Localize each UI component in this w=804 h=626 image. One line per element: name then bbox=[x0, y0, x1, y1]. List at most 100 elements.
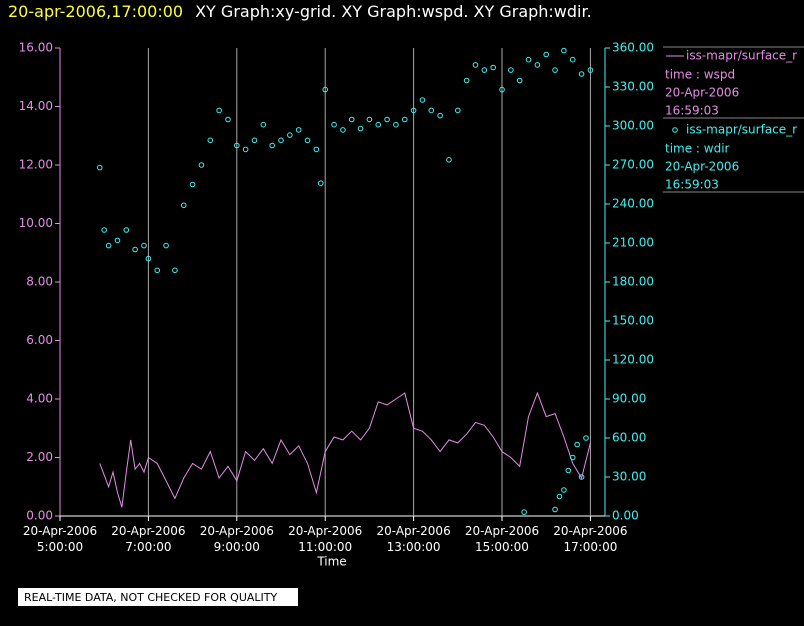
y2-tick-label: 240.00 bbox=[612, 197, 654, 211]
wdir-point bbox=[198, 162, 205, 168]
wdir-point bbox=[348, 116, 355, 123]
wdir-point bbox=[313, 146, 320, 153]
legend-detail: 20-Apr-2006 bbox=[665, 86, 739, 100]
wdir-point bbox=[251, 137, 258, 144]
y2-tick-label: 330.00 bbox=[612, 80, 654, 94]
y-tick-label: 0.00 bbox=[26, 509, 53, 523]
wdir-point bbox=[525, 56, 532, 63]
y-tick-label: 10.00 bbox=[19, 216, 53, 230]
legend-detail: time : wspd bbox=[665, 68, 735, 82]
wdir-point bbox=[437, 112, 443, 119]
x-tick-label-line: 20-Apr-2006 bbox=[465, 524, 539, 538]
x-tick-label: 20-Apr-2006 13:00:00 bbox=[377, 524, 451, 554]
x-tick-label-line: 20-Apr-2006 bbox=[200, 524, 274, 538]
wdir-point bbox=[154, 267, 161, 274]
wdir-point bbox=[123, 227, 130, 233]
wdir-point bbox=[565, 467, 572, 474]
wdir-point bbox=[340, 127, 346, 133]
y2-tick-label: 180.00 bbox=[612, 275, 654, 289]
wdir-point bbox=[490, 64, 496, 71]
y2-tick-label: 90.00 bbox=[612, 392, 646, 406]
y-tick-label: 12.00 bbox=[19, 158, 53, 172]
x-tick-label-line: 20-Apr-2006 bbox=[111, 524, 185, 538]
wdir-point bbox=[172, 267, 178, 274]
wdir-point bbox=[317, 180, 324, 186]
x-tick-label: 20-Apr-2006 11:00:00 bbox=[288, 524, 362, 554]
wspd-line bbox=[99, 391, 591, 508]
wdir-point bbox=[578, 71, 585, 77]
wdir-point bbox=[295, 127, 302, 133]
wdir-point bbox=[260, 121, 267, 128]
x-tick-label: 20-Apr-2006 17:00:00 bbox=[553, 524, 627, 554]
x-tick-label: 20-Apr-2006 5:00:00 bbox=[23, 524, 97, 554]
x-tick-label-line: 11:00:00 bbox=[298, 540, 352, 554]
wdir-point bbox=[534, 62, 541, 68]
wdir-point bbox=[463, 77, 470, 84]
wdir-point bbox=[96, 164, 103, 171]
wdir-point bbox=[207, 137, 214, 144]
y2-tick-label: 30.00 bbox=[612, 470, 646, 484]
wdir-point bbox=[132, 246, 138, 253]
y-tick-label: 8.00 bbox=[26, 275, 53, 289]
note-box bbox=[18, 588, 298, 606]
y-tick-label: 14.00 bbox=[19, 99, 53, 113]
wdir-point bbox=[234, 142, 240, 149]
wdir-point bbox=[287, 132, 293, 138]
y2-tick-label: 60.00 bbox=[612, 431, 646, 445]
y2-tick-label: 120.00 bbox=[612, 353, 654, 367]
x-tick-label-line: 20-Apr-2006 bbox=[553, 524, 627, 538]
wdir-point bbox=[561, 487, 567, 493]
legend-name: iss-mapr/surface_r bbox=[686, 49, 797, 63]
wdir-point bbox=[516, 77, 523, 84]
wdir-point bbox=[578, 474, 585, 480]
y2-tick-label: 210.00 bbox=[612, 236, 654, 250]
legend-detail: 16:59:03 bbox=[665, 178, 719, 192]
wdir-point bbox=[225, 116, 231, 123]
y2-tick-label: 270.00 bbox=[612, 158, 654, 172]
x-tick-label-line: 20-Apr-2006 bbox=[288, 524, 362, 538]
x-tick-label: 20-Apr-2006 9:00:00 bbox=[200, 524, 274, 554]
y-tick-label: 6.00 bbox=[26, 333, 53, 347]
legend-detail: 16:59:03 bbox=[665, 104, 719, 118]
wdir-point bbox=[393, 121, 399, 128]
y2-tick-label: 0.00 bbox=[612, 509, 639, 523]
wdir-point bbox=[561, 47, 567, 54]
note: REAL-TIME DATA, NOT CHECKED FOR QUALITY bbox=[24, 591, 278, 604]
wdir-point bbox=[556, 493, 563, 500]
wdir-point bbox=[587, 67, 594, 73]
wdir-point bbox=[410, 107, 417, 114]
x-tick-label-line: 15:00:00 bbox=[475, 540, 529, 554]
wdir-point bbox=[419, 97, 426, 103]
wdir-point bbox=[552, 506, 558, 513]
wdir-point bbox=[375, 121, 382, 128]
legend-name: iss-mapr/surface_r bbox=[686, 123, 797, 137]
wdir-point bbox=[105, 242, 112, 249]
legend-detail: 20-Apr-2006 bbox=[665, 160, 739, 174]
wdir-point bbox=[304, 137, 311, 144]
wdir-point bbox=[216, 107, 222, 114]
wdir-point bbox=[278, 137, 284, 144]
wdir-point bbox=[574, 441, 580, 448]
title-time: 20-apr-2006,17:00:00 bbox=[8, 2, 183, 21]
x-tick-label-line: 13:00:00 bbox=[387, 540, 441, 554]
wdir-point bbox=[472, 62, 479, 68]
y-tick-label: 2.00 bbox=[26, 450, 53, 464]
x-axis-label: Time bbox=[316, 555, 346, 569]
wdir-point bbox=[552, 67, 558, 73]
y-tick-label: 4.00 bbox=[26, 392, 53, 406]
wdir-point bbox=[455, 107, 461, 114]
wdir-point bbox=[331, 121, 337, 128]
legend-swatch bbox=[672, 127, 678, 133]
wdir-point bbox=[114, 237, 121, 244]
wdir-point bbox=[446, 157, 452, 163]
wdir-point bbox=[366, 116, 373, 123]
wdir-point bbox=[163, 242, 169, 249]
x-tick-label-line: 17:00:00 bbox=[563, 540, 617, 554]
x-tick-label: 20-Apr-2006 15:00:00 bbox=[465, 524, 539, 554]
wdir-point bbox=[180, 202, 187, 209]
wdir-point bbox=[101, 227, 108, 233]
wdir-point bbox=[569, 454, 576, 461]
wdir-point bbox=[145, 255, 152, 262]
wdir-point bbox=[508, 67, 514, 73]
